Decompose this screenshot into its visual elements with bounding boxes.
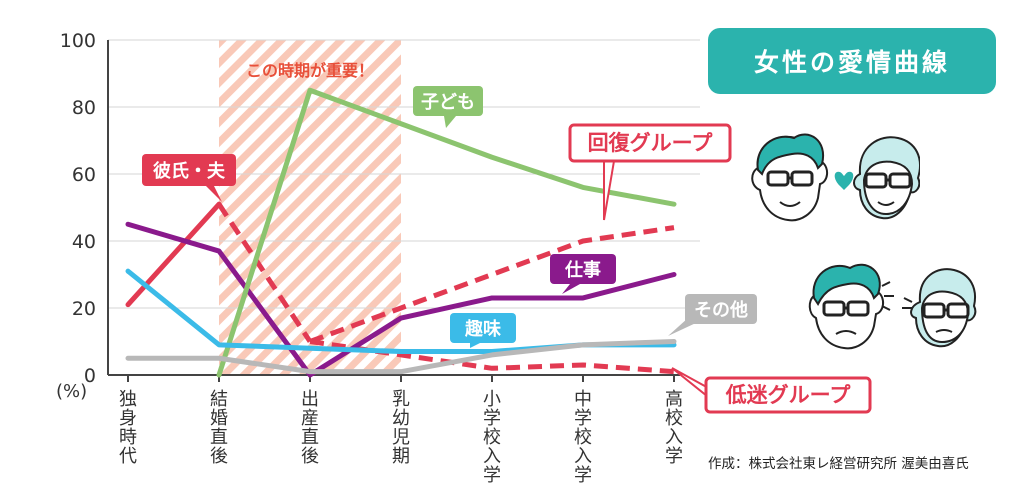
x-tick-label: 中学校入学 bbox=[574, 389, 592, 486]
label-box bbox=[685, 294, 757, 324]
happy-couple-illustration bbox=[748, 128, 921, 232]
chart-title: 女性の愛情曲線 bbox=[708, 28, 996, 94]
man-angry-icon bbox=[808, 263, 894, 350]
x-tick-label: 結婚直後 bbox=[210, 389, 228, 467]
highlight-label: この時期が重要！ bbox=[246, 61, 374, 80]
series-line-7 bbox=[125, 339, 677, 375]
y-unit-label: (%) bbox=[56, 381, 87, 402]
series-label: 回復グループ bbox=[588, 131, 714, 155]
y-tick-label: 40 bbox=[72, 231, 96, 253]
y-tick-label: 100 bbox=[60, 30, 96, 52]
x-tick-label: 乳幼児期 bbox=[392, 389, 410, 467]
series-label: その他 bbox=[694, 299, 748, 321]
x-tick-label: 出産直後 bbox=[301, 389, 319, 467]
series-line-5 bbox=[216, 87, 677, 378]
series-label: 低迷グループ bbox=[725, 383, 852, 407]
y-tick-label: 60 bbox=[72, 164, 96, 186]
woman-happy-icon bbox=[853, 136, 921, 220]
man-happy-icon bbox=[751, 133, 828, 222]
series-label: 趣味 bbox=[464, 319, 501, 340]
label-box bbox=[568, 123, 732, 163]
series-line-3 bbox=[309, 339, 675, 375]
credit-text: 作成：株式会社東レ経営研究所 渥美由喜氏 bbox=[708, 456, 969, 472]
label-box bbox=[413, 86, 483, 116]
series-line-1 bbox=[216, 202, 313, 343]
label-pointer bbox=[206, 186, 222, 202]
tense-couple-illustration bbox=[808, 262, 978, 356]
series-label: 子ども bbox=[421, 92, 475, 113]
woman-upset-icon bbox=[902, 268, 977, 348]
y-tick-label: 80 bbox=[72, 97, 96, 119]
label-box bbox=[550, 254, 616, 284]
x-tick-label: 独身時代 bbox=[119, 389, 137, 467]
label-box bbox=[142, 154, 236, 186]
label-pointer bbox=[444, 116, 456, 128]
label-box bbox=[450, 313, 516, 343]
y-tick-label: 0 bbox=[84, 365, 96, 387]
label-pointer bbox=[562, 284, 580, 294]
x-tick-label: 高校入学 bbox=[665, 389, 683, 467]
y-tick-label: 20 bbox=[72, 298, 96, 320]
series-label: 彼氏・夫 bbox=[153, 160, 226, 182]
series-line-4 bbox=[125, 221, 677, 378]
x-tick-label: 小学校入学 bbox=[483, 389, 501, 486]
series-label: 仕事 bbox=[564, 259, 601, 281]
series-line-2 bbox=[309, 225, 675, 344]
label-pointer bbox=[470, 343, 480, 348]
label-box bbox=[704, 376, 872, 414]
heart-icon bbox=[834, 171, 854, 190]
series-line-0 bbox=[125, 201, 222, 308]
